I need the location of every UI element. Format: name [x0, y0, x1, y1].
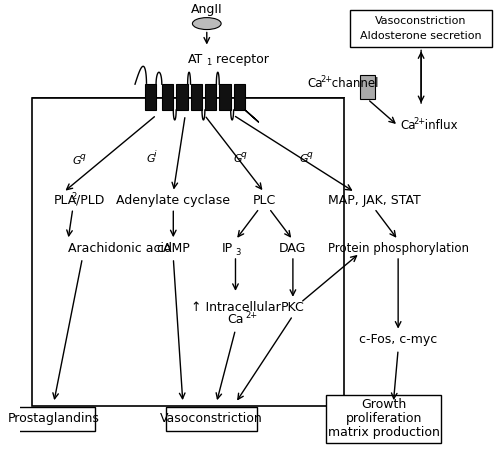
Text: q: q: [306, 150, 312, 159]
Bar: [326, 395, 441, 443]
Text: 2: 2: [71, 192, 76, 201]
Text: matrix production: matrix production: [328, 426, 440, 439]
Bar: [190, 84, 202, 110]
Text: 2+: 2+: [414, 118, 426, 126]
Text: G: G: [300, 154, 308, 163]
Text: DAG: DAG: [279, 242, 306, 255]
Bar: [205, 84, 216, 110]
Bar: [219, 84, 230, 110]
Text: proliferation: proliferation: [346, 413, 422, 425]
Text: Ca: Ca: [400, 119, 415, 132]
Text: Prostaglandins: Prostaglandins: [8, 413, 100, 425]
Text: Growth: Growth: [361, 399, 406, 412]
Text: receptor: receptor: [212, 53, 268, 66]
Text: ↑ Intracellular: ↑ Intracellular: [190, 301, 280, 314]
Text: Aldosterone secretion: Aldosterone secretion: [360, 31, 482, 41]
Bar: [234, 84, 245, 110]
Text: i: i: [153, 150, 156, 159]
Bar: [144, 84, 156, 110]
Bar: [360, 75, 375, 99]
Bar: [162, 84, 173, 110]
Text: Protein phosphorylation: Protein phosphorylation: [328, 242, 468, 255]
Bar: [12, 407, 95, 431]
Text: Arachidonic acid: Arachidonic acid: [68, 242, 172, 255]
Text: 2+: 2+: [320, 75, 333, 84]
Text: /PLD: /PLD: [76, 194, 104, 207]
Text: Ca: Ca: [307, 77, 322, 90]
Bar: [350, 10, 492, 47]
Text: cAMP: cAMP: [156, 242, 190, 255]
Text: 3: 3: [236, 248, 241, 257]
Text: Adenylate cyclase: Adenylate cyclase: [116, 194, 230, 207]
Text: AngII: AngII: [191, 3, 222, 16]
Text: influx: influx: [421, 119, 458, 132]
Bar: [32, 98, 344, 406]
Text: G: G: [73, 156, 82, 166]
Text: Ca: Ca: [227, 313, 244, 326]
Bar: [166, 407, 257, 431]
Text: q: q: [240, 150, 246, 159]
Text: channel: channel: [328, 77, 379, 90]
Text: G: G: [146, 154, 155, 163]
Text: G: G: [234, 154, 242, 163]
Text: 2+: 2+: [245, 311, 257, 320]
Text: AT: AT: [188, 53, 203, 66]
Text: 1: 1: [206, 58, 211, 67]
Text: c-Fos, c-myc: c-Fos, c-myc: [359, 333, 438, 346]
Text: PLC: PLC: [252, 194, 276, 207]
Text: IP: IP: [222, 242, 232, 255]
Bar: [176, 84, 188, 110]
Text: q: q: [80, 152, 86, 161]
Text: PLA: PLA: [54, 194, 77, 207]
Ellipse shape: [192, 18, 221, 30]
Text: Vasoconstriction: Vasoconstriction: [160, 413, 263, 425]
Text: Vasoconstriction: Vasoconstriction: [376, 16, 467, 26]
Text: MAP, JAK, STAT: MAP, JAK, STAT: [328, 194, 420, 207]
Text: PKC: PKC: [281, 301, 305, 314]
